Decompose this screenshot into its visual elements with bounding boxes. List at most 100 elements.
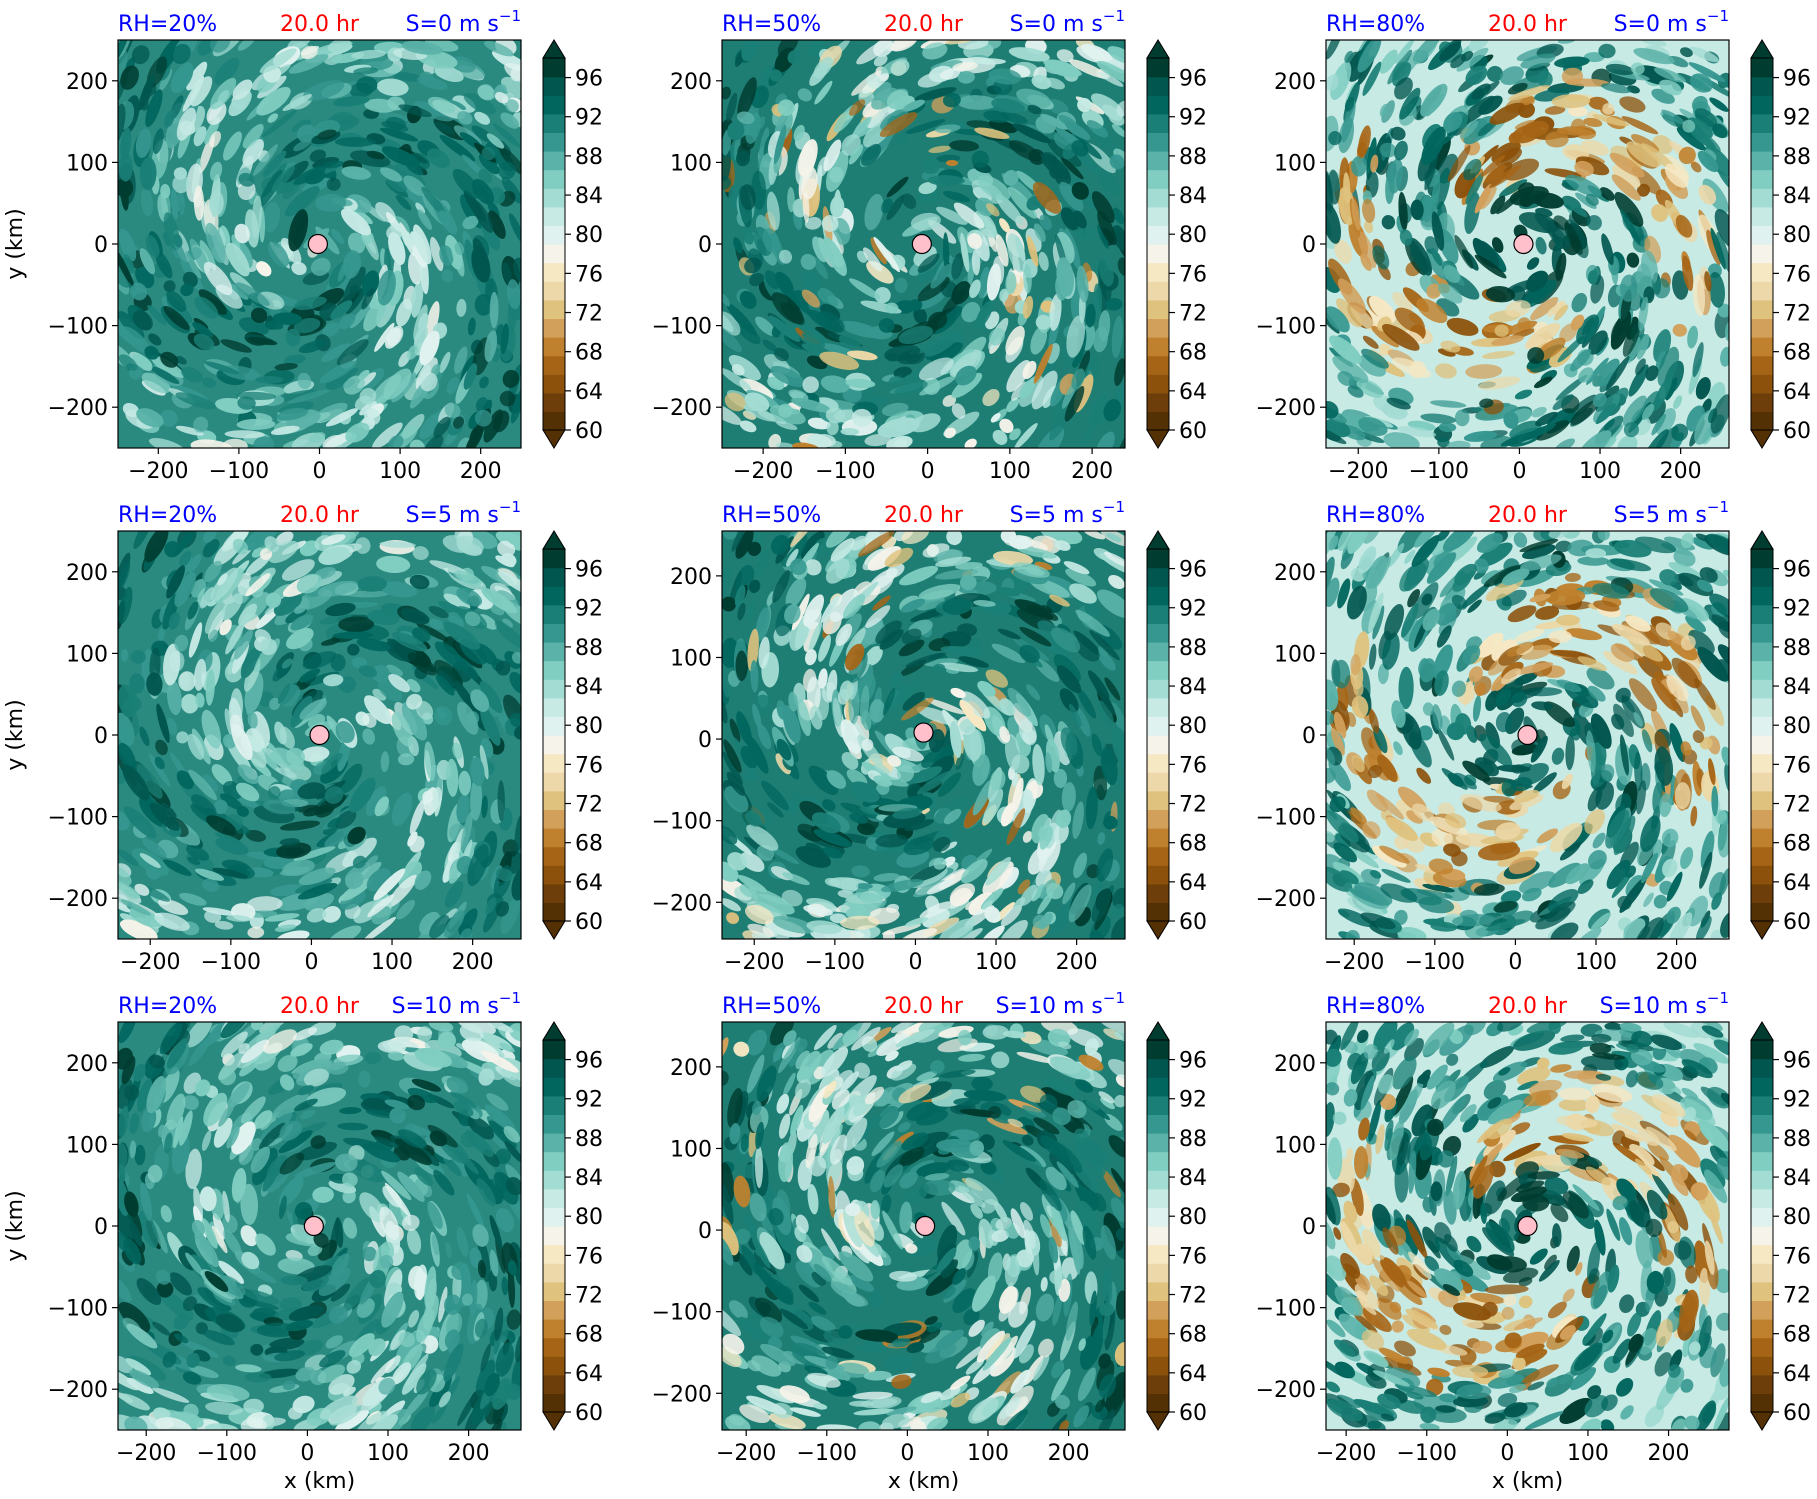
colorbar-bin (1147, 679, 1169, 699)
colorbar-bin (543, 206, 565, 226)
title-center: 20.0 hr (1488, 503, 1568, 528)
colorbar-bin (543, 1077, 565, 1097)
colorbar-bin (1147, 76, 1169, 96)
colorbar-bin (1751, 1151, 1773, 1171)
y-tick-label: −200 (48, 887, 108, 912)
x-tick-label: −200 (116, 1441, 176, 1466)
colorbar-tick-label: 72 (575, 302, 603, 327)
colorbar-bin (543, 1393, 565, 1413)
colorbar-bin (1147, 206, 1169, 226)
y-tick-label: 100 (1274, 1133, 1316, 1158)
colorbar-bin (1147, 1393, 1169, 1413)
title-center: 20.0 hr (884, 994, 964, 1019)
colorbar-tick-label: 76 (575, 753, 603, 778)
colorbar-extend-max (542, 530, 566, 550)
y-tick-label: 0 (698, 728, 712, 753)
colorbar-bin (1147, 1188, 1169, 1208)
colorbar-bin (543, 355, 565, 375)
x-tick-label: 0 (921, 459, 935, 484)
colorbar-tick-label: 60 (1783, 419, 1811, 444)
colorbar-bin (543, 1170, 565, 1190)
panel-2-1: −200 −100 0 100 200 −200 −100 0 100 200 y (km) RH=2… (3, 498, 603, 975)
y-tick-label: 200 (670, 565, 712, 590)
title-right: S=10 m s−1 (996, 989, 1125, 1019)
x-tick-label: 0 (300, 1441, 314, 1466)
x-tick-label: 100 (1579, 459, 1621, 484)
colorbar-tick-label: 80 (1783, 714, 1811, 739)
colorbar-bin (543, 1281, 565, 1301)
colorbar-bin (1751, 1077, 1773, 1097)
colorbar-tick-label: 84 (1179, 1166, 1207, 1191)
colorbar-bin (543, 132, 565, 152)
colorbar-extend-min (1750, 920, 1774, 940)
title-right: S=0 m s−1 (1010, 7, 1125, 37)
colorbar-tick-label: 76 (1783, 1244, 1811, 1269)
heatmap-field (722, 531, 1125, 939)
title-center: 20.0 hr (280, 994, 360, 1019)
colorbar-tick-label: 60 (1783, 910, 1811, 935)
colorbar-tick-label: 72 (1783, 1284, 1811, 1309)
colorbar-frame (1146, 57, 1170, 431)
colorbar-bin (1751, 244, 1773, 264)
colorbar-extend-max (542, 1021, 566, 1041)
colorbar-bin (1147, 1356, 1169, 1376)
panel-1-2: −200 −100 0 100 200 −200 −100 0 100 200 RH=50% 20.0… (652, 7, 1207, 484)
title-left: RH=80% (1326, 503, 1425, 528)
panel-1-1: −200 −100 0 100 200 −200 −100 0 100 200 y (km) RH=2… (3, 7, 603, 484)
colorbar-bin (1751, 188, 1773, 208)
title-center: 20.0 hr (1488, 12, 1568, 37)
colorbar-bin (543, 1244, 565, 1264)
colorbar-bin (1147, 716, 1169, 736)
colorbar-tick-label: 96 (1783, 1049, 1811, 1074)
panel-2-3: −200 −100 0 100 200 −200 −100 0 100 200 RH=80% 20.0… (1256, 498, 1811, 975)
colorbar-bin (1751, 151, 1773, 171)
colorbar-bin (1147, 586, 1169, 606)
colorbar-bin (1147, 1374, 1169, 1394)
colorbar-bin (543, 828, 565, 848)
colorbar-bin (543, 244, 565, 264)
colorbar-tick-label: 84 (1179, 184, 1207, 209)
y-tick-label: 100 (1274, 642, 1316, 667)
colorbar-tick-label: 88 (1179, 1127, 1207, 1152)
colorbar-bin (1147, 1151, 1169, 1171)
colorbar-bin (543, 262, 565, 282)
colorbar: 60 64 68 72 76 80 84 88 92 96 (1146, 1021, 1207, 1431)
colorbar-bin (1751, 299, 1773, 319)
colorbar-bin (1147, 549, 1169, 569)
colorbar-tick-label: 92 (1783, 106, 1811, 131)
colorbar-tick-label: 80 (575, 714, 603, 739)
colorbar-bin (1751, 753, 1773, 773)
y-tick-label: 200 (1274, 70, 1316, 95)
colorbar-frame (542, 548, 566, 922)
y-tick-label: −200 (652, 1382, 712, 1407)
storm-center-marker (307, 233, 328, 255)
colorbar-bin (1147, 1263, 1169, 1283)
x-tick-label: 200 (452, 950, 494, 975)
colorbar-bin (543, 411, 565, 431)
colorbar-bin (1751, 318, 1773, 338)
title-right: S=5 m s−1 (1010, 498, 1125, 528)
colorbar-bin (1147, 58, 1169, 78)
colorbar-bin (1147, 1095, 1169, 1115)
colorbar-tick-label: 72 (1179, 1284, 1207, 1309)
colorbar-tick-label: 64 (1783, 380, 1811, 405)
x-tick-label: 100 (975, 950, 1017, 975)
colorbar-bin (543, 1319, 565, 1339)
x-tick-label: −200 (733, 459, 793, 484)
y-tick-label: 100 (66, 1133, 108, 1158)
colorbar-tick-label: 68 (1783, 832, 1811, 857)
x-tick-label: 200 (1648, 1441, 1690, 1466)
colorbar-tick-label: 92 (1179, 106, 1207, 131)
x-tick-label: 0 (313, 459, 327, 484)
y-tick-label: 0 (698, 1219, 712, 1244)
colorbar-tick-label: 92 (575, 106, 603, 131)
colorbar-bin (543, 1095, 565, 1115)
colorbar-frame (1750, 57, 1774, 431)
colorbar-bin (1751, 772, 1773, 792)
colorbar-bin (1751, 206, 1773, 226)
colorbar-bin (1751, 374, 1773, 394)
colorbar-tick-label: 80 (1179, 223, 1207, 248)
colorbar-bin (1751, 1114, 1773, 1134)
x-tick-label: 100 (967, 1441, 1009, 1466)
colorbar-tick-label: 60 (1179, 1401, 1207, 1426)
